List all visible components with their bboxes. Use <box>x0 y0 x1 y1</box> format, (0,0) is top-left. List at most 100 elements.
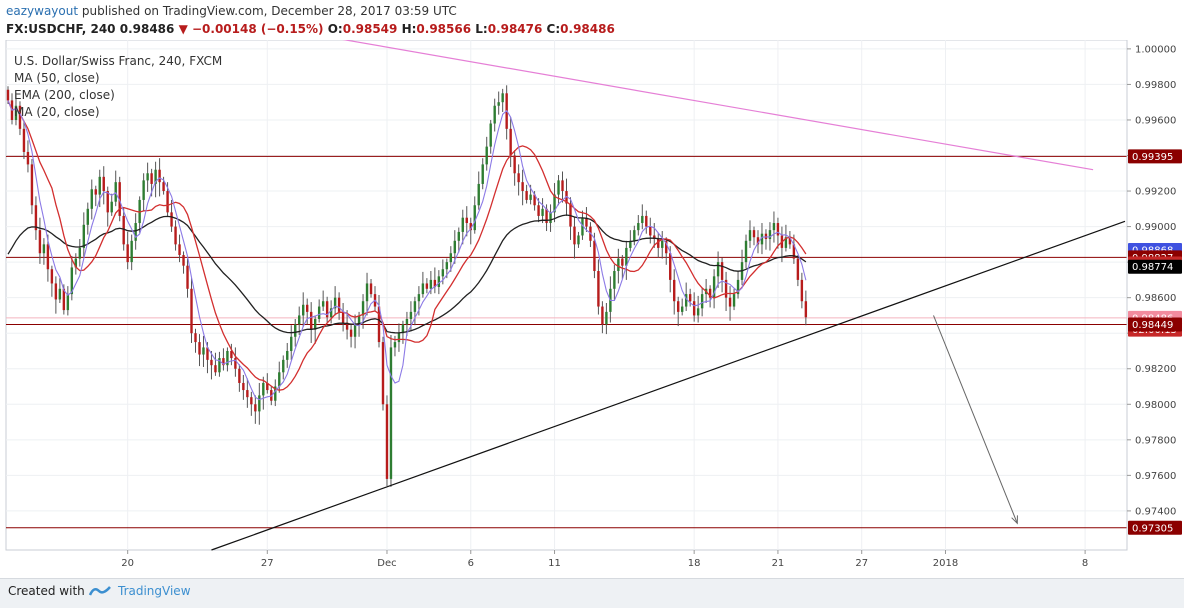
author-link[interactable]: eazywayout <box>6 4 79 18</box>
candle-body <box>617 258 620 272</box>
y-tick-label: 0.98000 <box>1135 400 1176 411</box>
candle-body <box>361 301 365 316</box>
candle-body <box>46 244 50 270</box>
price-badge-label: 0.99395 <box>1132 152 1173 163</box>
y-tick-label: 0.99600 <box>1135 115 1176 126</box>
candle-body <box>198 342 201 355</box>
candle-body <box>605 311 608 325</box>
candle-body <box>469 223 472 231</box>
candle-body <box>313 318 317 330</box>
candle-body <box>42 244 46 254</box>
candle-body <box>529 194 532 200</box>
created-with-label: Created with <box>8 584 85 598</box>
candle-body <box>78 247 82 259</box>
legend-ma50: MA (50, close) <box>14 71 100 85</box>
trendline-resistance <box>342 40 1094 171</box>
candle-body <box>728 297 732 307</box>
legend-ema200: EMA (200, close) <box>14 88 115 102</box>
candle-body <box>649 226 652 236</box>
candle-body <box>182 255 185 266</box>
candle-body <box>385 404 389 479</box>
candle-body <box>417 294 421 302</box>
candle-body <box>377 306 381 343</box>
open-value: 0.98549 <box>342 22 398 36</box>
candle-body <box>106 191 109 213</box>
candle-body <box>669 253 672 280</box>
candle-body <box>581 217 584 236</box>
candle-body <box>453 240 457 254</box>
price-badge <box>1128 259 1182 274</box>
y-tick-label: 1.00000 <box>1135 44 1176 55</box>
tradingview-logo-icon <box>88 586 111 596</box>
symbol-label: FX:USDCHF <box>6 22 82 36</box>
candle-body <box>481 164 484 184</box>
candle-body <box>162 182 165 192</box>
candle-body <box>166 191 169 213</box>
tradingview-link[interactable]: TradingView <box>118 584 191 598</box>
candle-body <box>86 208 89 225</box>
candle-body <box>242 382 245 391</box>
price-badge-label: 0.97305 <box>1132 523 1173 534</box>
price-badges: 0.993950.988680.988270.987920.987740.984… <box>1128 149 1182 535</box>
candle-body <box>401 324 405 334</box>
candle-body <box>321 301 325 307</box>
candle-body <box>736 279 740 295</box>
candle-body <box>665 240 668 254</box>
candle-body <box>18 105 22 129</box>
candle-body <box>26 151 30 165</box>
candle-body <box>501 93 504 103</box>
candle-body <box>760 233 764 245</box>
candle-body <box>134 223 137 241</box>
candle-body <box>158 169 161 183</box>
candle-body <box>62 288 66 311</box>
high-value: 0.98566 <box>416 22 472 36</box>
candle-body <box>561 180 564 192</box>
price-badge <box>1128 317 1182 332</box>
down-arrow-icon: ▼ <box>178 22 188 36</box>
candle-body <box>74 258 78 268</box>
candle-body <box>756 237 760 245</box>
time-axis[interactable]: 20 27 Dec 6 11 18 21 27 2018 8 <box>121 550 1088 569</box>
candle-body <box>676 301 680 312</box>
candle-body <box>744 240 748 263</box>
ma50-line <box>7 100 807 391</box>
candle-body <box>38 230 42 254</box>
candle-body <box>282 359 285 373</box>
projection-arrow-head <box>1011 515 1018 525</box>
price-axis[interactable]: 1.000000.998000.996000.994000.992000.990… <box>1127 44 1176 517</box>
candle-body <box>254 404 257 412</box>
candle-body <box>637 223 640 231</box>
y-tick-label: 0.99800 <box>1135 80 1176 91</box>
candle-body <box>94 189 97 195</box>
candle-body <box>82 224 85 248</box>
candle-body <box>381 342 385 405</box>
price-chart[interactable]: U.S. Dollar/Swiss Franc, 240, FXCM MA (5… <box>0 40 1184 578</box>
candle-body <box>246 390 249 398</box>
candle-body <box>34 205 38 231</box>
candle-body <box>692 301 696 316</box>
candle-body <box>720 262 724 280</box>
legend: U.S. Dollar/Swiss Franc, 240, FXCM MA (5… <box>14 54 222 119</box>
chart-header: eazywayout published on TradingView.com,… <box>0 0 1184 42</box>
candle-body <box>405 318 409 325</box>
candle-body <box>577 235 580 245</box>
candle-body <box>54 283 58 300</box>
plot-area[interactable] <box>5 40 1128 551</box>
drawings <box>211 40 1126 551</box>
candle-body <box>688 294 692 302</box>
candle-body <box>629 240 632 248</box>
candle-body <box>473 205 476 231</box>
candle-body <box>621 258 624 266</box>
candle-body <box>146 173 149 181</box>
candle-body <box>585 217 588 227</box>
candle-body <box>613 271 616 289</box>
x-tick-label: 27 <box>261 558 274 569</box>
candle-body <box>533 194 536 206</box>
published-text: published on TradingView.com, December 2… <box>81 4 457 18</box>
candle-body <box>557 180 560 195</box>
candle-body <box>30 164 34 206</box>
candle-body <box>266 382 269 391</box>
x-tick-label: 6 <box>468 558 474 569</box>
candle-body <box>712 276 716 298</box>
x-tick-label: 18 <box>688 558 701 569</box>
